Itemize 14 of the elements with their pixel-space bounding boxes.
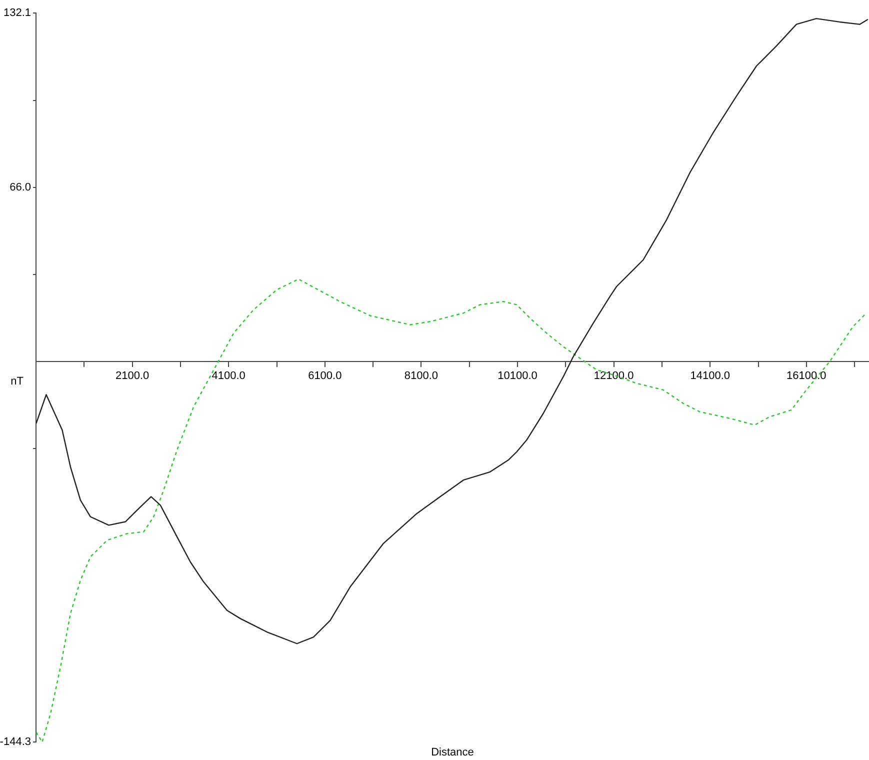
x-tick-label: 6100.0 — [308, 370, 342, 382]
x-tick-label: 12100.0 — [594, 370, 634, 382]
y-tick-label: 132.1 — [3, 7, 31, 20]
line-series — [36, 278, 867, 742]
x-tick-label: 8100.0 — [404, 370, 438, 382]
x-tick-label: 14100.0 — [690, 370, 730, 382]
x-tick-label: 2100.0 — [115, 370, 150, 382]
x-axis-title: Distance — [431, 746, 474, 759]
x-tick-label: 4100.0 — [212, 370, 246, 382]
x-tick-label: 16100.0 — [786, 370, 826, 382]
y-axis-title: nT — [10, 375, 24, 388]
y-tick-label: -144.3 — [0, 736, 31, 748]
y-tick-label: 66.0 — [10, 181, 31, 194]
x-tick-label: 10100.0 — [498, 370, 538, 382]
